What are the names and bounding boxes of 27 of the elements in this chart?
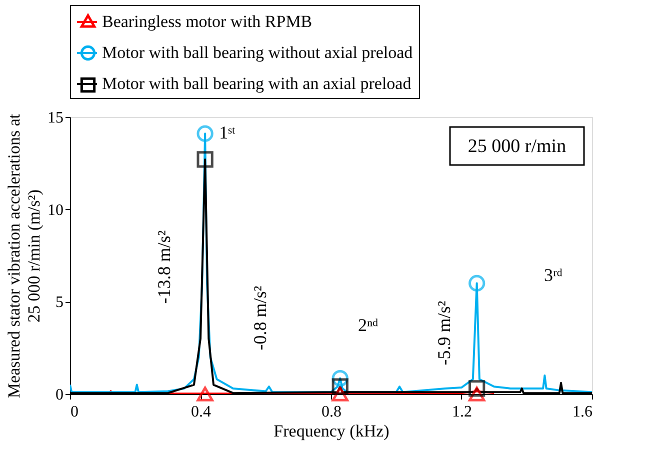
x-tick-label: 0.4 xyxy=(191,404,211,420)
annotation: -0.8 m/s² xyxy=(250,286,270,350)
y-axis-title: Measured stator vibration accelerations at 25 000 r/min (m/s²) xyxy=(4,114,44,398)
point xyxy=(468,274,486,292)
point xyxy=(332,378,348,395)
annotation: -5.9 m/s² xyxy=(434,300,454,366)
legend-label: Motor with ball bearing with an axial preload xyxy=(102,74,412,93)
x-tick-label: 0.8 xyxy=(322,404,342,420)
point xyxy=(468,380,486,397)
y-tick-label: 0 xyxy=(56,386,64,404)
x-tick-label: 1.2 xyxy=(452,404,472,420)
x-axis-title: Frequency (kHz) xyxy=(274,422,390,440)
x-tick-label: 1.6 xyxy=(572,404,592,420)
point xyxy=(196,386,214,402)
annotation: 25 000 r/min xyxy=(468,136,567,157)
point xyxy=(196,125,214,142)
legend-label: Bearingless motor with RPMB xyxy=(102,12,312,31)
point xyxy=(196,151,214,168)
y-tick-label: 5 xyxy=(56,294,64,312)
annotation: 3ʳᵈ xyxy=(544,265,563,285)
annotation: 1ˢᵗ xyxy=(219,122,236,143)
legend-label: Motor with ball bearing without axial preload xyxy=(102,43,414,62)
annotation: -13.8 m/s² xyxy=(154,230,174,304)
y-tick-label: 15 xyxy=(48,110,64,126)
x-tick-label: 0 xyxy=(70,404,78,420)
annotation: 2ⁿᵈ xyxy=(358,315,379,335)
y-tick-label: 10 xyxy=(48,202,64,219)
